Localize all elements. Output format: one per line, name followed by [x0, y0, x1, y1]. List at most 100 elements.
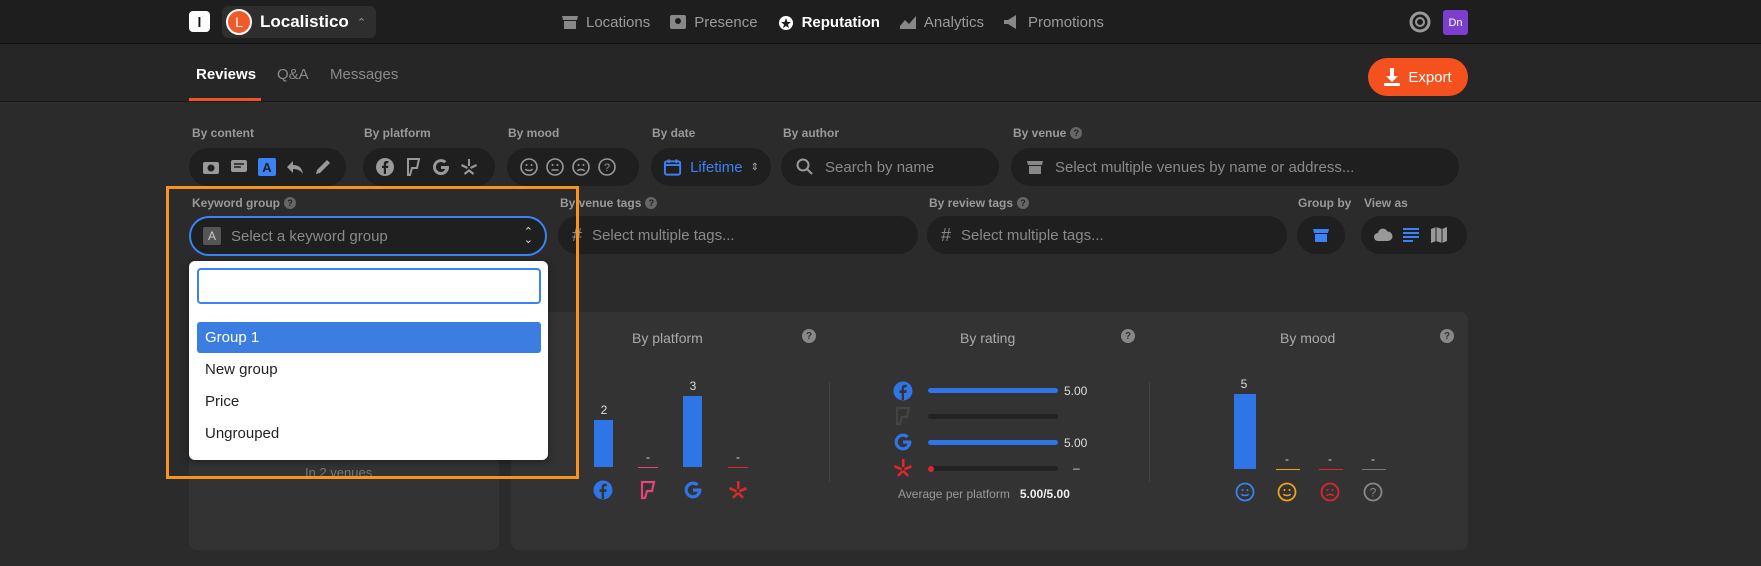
tab-reviews[interactable]: Reviews: [196, 66, 257, 83]
question-circle-icon[interactable]: ?: [597, 157, 617, 177]
bar-foursquare: [638, 467, 658, 468]
dropdown-option[interactable]: New group: [205, 361, 278, 378]
dropdown-option[interactable]: Price: [205, 393, 240, 410]
active-tab-indicator: [189, 98, 261, 101]
chevron-updown-icon: ⌃: [356, 16, 367, 29]
dropdown-search-input[interactable]: [197, 268, 541, 304]
main-nav: Locations Presence Reputation Analytics …: [560, 0, 1104, 44]
author-search[interactable]: Search by name: [781, 148, 999, 186]
yelp-icon[interactable]: [459, 157, 479, 177]
by-platform-title: By platform: [632, 330, 703, 346]
help-icon[interactable]: ?: [284, 197, 297, 209]
view-as-toggle: [1361, 216, 1467, 254]
charts-panel: [511, 312, 1468, 550]
user-avatar[interactable]: Dn: [1443, 10, 1468, 35]
happy-face-icon[interactable]: [519, 157, 539, 177]
by-venue-tags-text: By venue tags: [560, 196, 642, 210]
venue-tags-placeholder: Select multiple tags...: [592, 226, 735, 244]
date-value: Lifetime: [690, 158, 743, 176]
bar-label: -: [1328, 452, 1332, 466]
average-rating: Average per platform 5.00/5.00: [898, 487, 1070, 501]
bar-label: 3: [689, 379, 697, 393]
reply-icon[interactable]: [285, 157, 305, 177]
store-icon: [1027, 161, 1043, 174]
nav-reputation[interactable]: Reputation: [776, 12, 880, 32]
foursquare-icon: [640, 480, 656, 500]
keyword-group-select[interactable]: A Select a keyword group ⌃ ⌄: [189, 216, 547, 256]
word-cloud-icon[interactable]: [1373, 225, 1393, 245]
review-tags-select[interactable]: # Select multiple tags...: [927, 216, 1287, 254]
sad-face-icon[interactable]: [571, 157, 591, 177]
facebook-icon[interactable]: [375, 157, 395, 177]
bar-google: [683, 396, 702, 467]
nav-analytics[interactable]: Analytics: [898, 12, 984, 32]
rating-bar-google: [928, 440, 1058, 445]
bar-label: 5: [1240, 377, 1248, 391]
keyword-group-dropdown: Group 1 New group Price Ungrouped: [189, 261, 548, 460]
by-mood-label: By mood: [508, 126, 560, 140]
help-icon[interactable]: ?: [1070, 127, 1083, 139]
nav-analytics-label: Analytics: [923, 13, 984, 31]
by-review-tags-label: By review tags ?: [929, 196, 1030, 210]
support-icon[interactable]: [1409, 11, 1431, 33]
keyword-group-text: Keyword group: [192, 196, 281, 210]
neutral-face-icon: [1277, 482, 1297, 502]
bar-label: -: [1285, 452, 1289, 466]
yelp-icon: [894, 459, 912, 477]
google-icon[interactable]: [431, 157, 451, 177]
date-filter[interactable]: Lifetime ⇕: [651, 148, 771, 186]
nav-promotions[interactable]: Promotions: [1002, 12, 1104, 32]
foursquare-icon[interactable]: [403, 157, 423, 177]
venue-select[interactable]: Select multiple venues by name or addres…: [1011, 148, 1459, 186]
dropdown-option[interactable]: Ungrouped: [205, 425, 280, 442]
rating-value: –: [1073, 461, 1080, 475]
by-content-label: By content: [192, 126, 255, 140]
text-a-icon: A: [203, 227, 221, 245]
tab-qa[interactable]: Q&A: [277, 66, 309, 83]
analytics-icon: [899, 16, 916, 29]
org-switcher[interactable]: L Localistico ⌃: [222, 6, 377, 38]
pencil-icon[interactable]: [313, 157, 333, 177]
help-icon[interactable]: ?: [1440, 329, 1454, 343]
help-icon[interactable]: ?: [1121, 329, 1135, 343]
help-icon[interactable]: ?: [1017, 197, 1030, 209]
review-tags-placeholder: Select multiple tags...: [961, 226, 1104, 244]
map-icon[interactable]: [1429, 225, 1449, 245]
by-rating-title: By rating: [960, 330, 1016, 346]
export-button[interactable]: Export: [1368, 58, 1468, 96]
nav-locations[interactable]: Locations: [560, 12, 650, 32]
comment-text-icon[interactable]: [229, 157, 249, 177]
facebook-icon: [893, 381, 913, 401]
help-icon[interactable]: ?: [802, 329, 816, 343]
nav-presence[interactable]: Presence: [668, 12, 758, 32]
average-label: Average per platform: [898, 487, 1010, 501]
rating-bar-foursquare: [928, 414, 1058, 419]
question-circle-icon: ?: [1363, 482, 1383, 502]
by-venue-label: By venue ?: [1013, 126, 1083, 140]
bar-label: -: [646, 450, 650, 464]
nav-promotions-label: Promotions: [1027, 13, 1104, 31]
facebook-icon: [593, 480, 613, 500]
venue-tags-select[interactable]: # Select multiple tags...: [558, 216, 918, 254]
group-by-button[interactable]: [1297, 216, 1345, 254]
by-venue-tags-label: By venue tags ?: [560, 196, 658, 210]
org-name: Localistico: [260, 12, 349, 31]
camera-icon[interactable]: [201, 157, 221, 177]
dropdown-option[interactable]: Group 1: [197, 322, 541, 353]
neutral-face-icon[interactable]: [545, 157, 565, 177]
app-logo[interactable]: l: [189, 11, 210, 32]
reputation-icon: [778, 16, 793, 30]
pin-icon: [670, 15, 687, 29]
list-icon[interactable]: [1401, 225, 1421, 245]
text-a-icon[interactable]: A: [257, 157, 277, 177]
average-value: 5.00/5.00: [1019, 487, 1070, 501]
google-icon: [684, 481, 702, 499]
happy-face-icon: [1235, 482, 1255, 502]
foursquare-icon: [895, 406, 911, 426]
platform-filter: [363, 148, 495, 186]
sub-nav: Reviews Q&A Messages Export: [0, 44, 1761, 102]
help-icon[interactable]: ?: [645, 197, 658, 209]
rating-value: 5.00: [1064, 436, 1088, 450]
bar-facebook: [594, 420, 613, 467]
tab-messages[interactable]: Messages: [330, 66, 399, 83]
